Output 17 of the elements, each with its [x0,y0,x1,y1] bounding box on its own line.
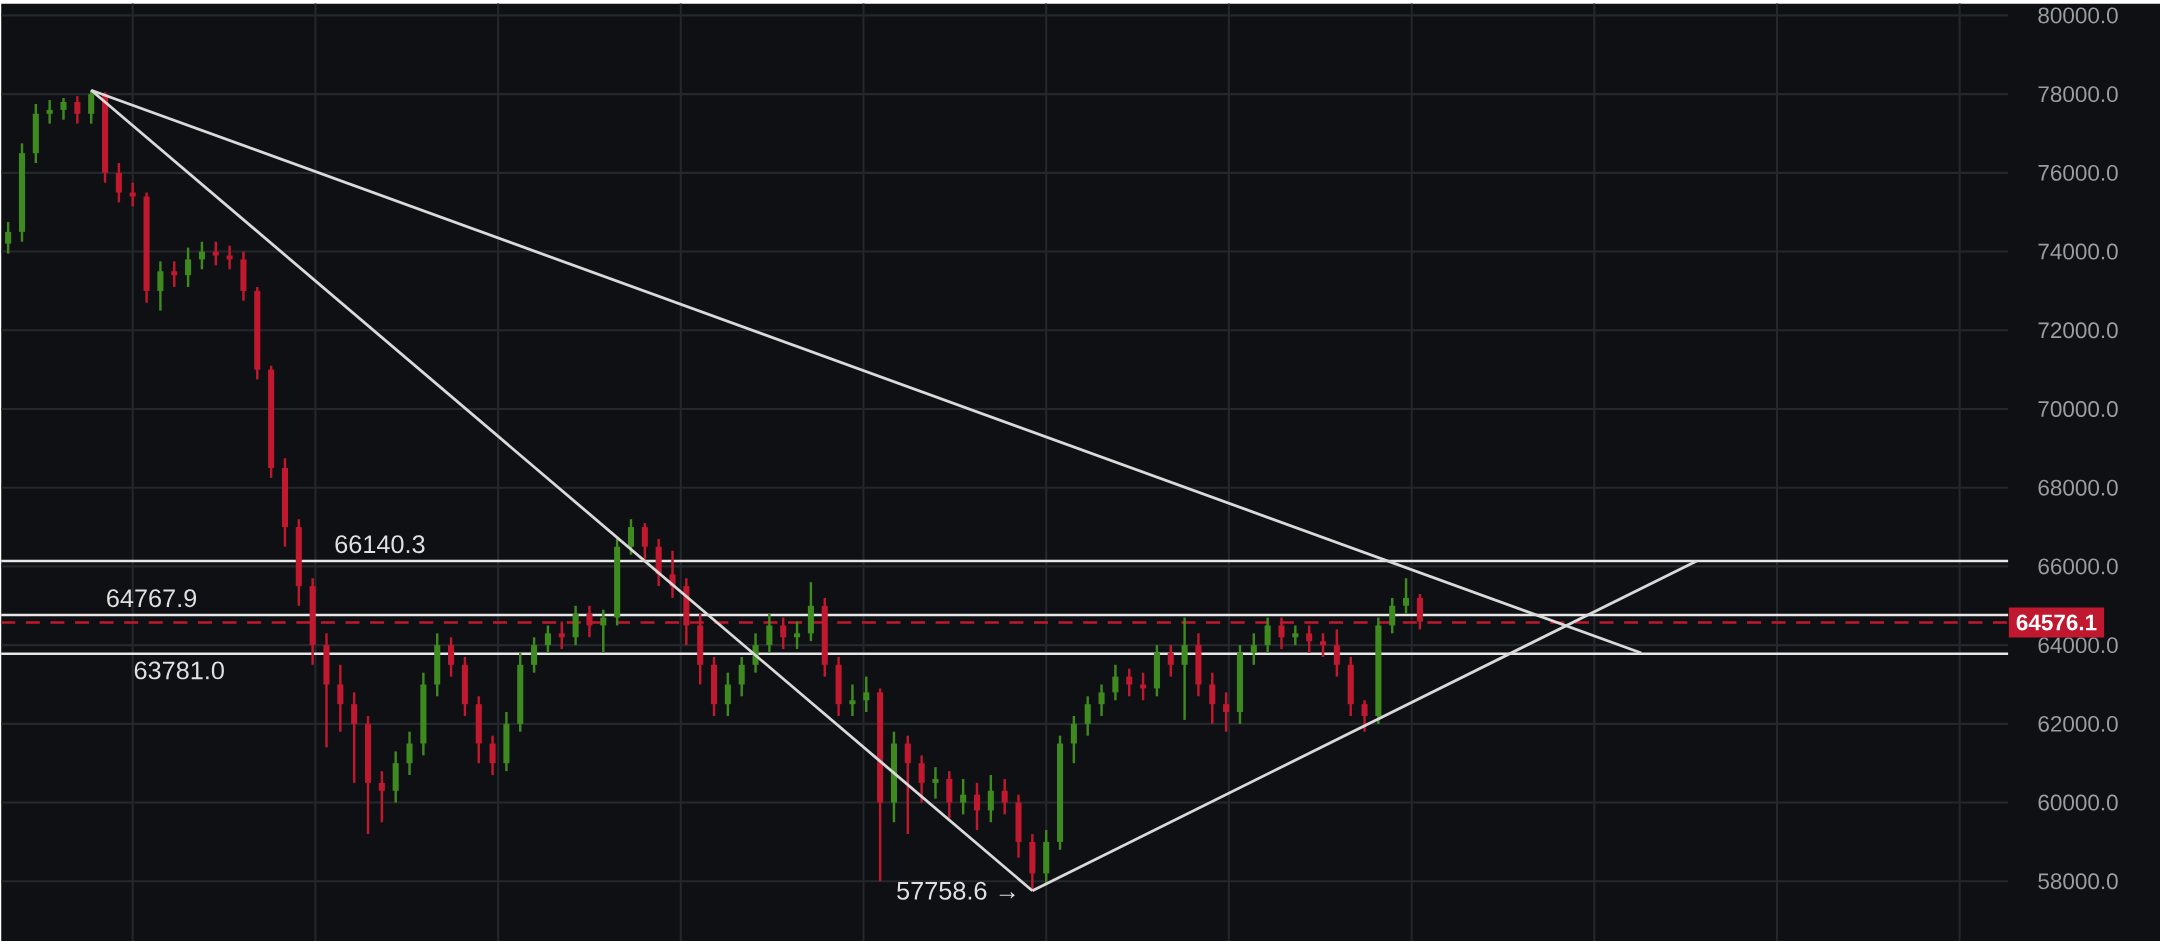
ref-line-label: 64767.9 [107,589,197,608]
y-tick-label: 64000.0 [2038,637,2118,654]
y-tick-label: 60000.0 [2038,794,2118,811]
y-tick-label: 70000.0 [2038,400,2118,417]
y-tick-label: 58000.0 [2038,873,2118,890]
y-tick-label: 72000.0 [2038,322,2118,339]
y-tick-label: 80000.0 [2038,7,2118,24]
ref-line-label: 63781.0 [134,661,224,680]
y-tick-label: 68000.0 [2038,479,2118,496]
ref-line-label: 64576.1 [2016,614,2097,631]
y-tick-label: 62000.0 [2038,715,2118,732]
y-tick-label: 74000.0 [2038,243,2118,260]
y-tick-label: 66000.0 [2038,558,2118,575]
y-tick-label: 78000.0 [2038,86,2118,103]
ref-line-label: 66140.3 [335,535,425,554]
annotation: 57758.6 → [897,881,1015,900]
y-tick-label: 76000.0 [2038,164,2118,181]
